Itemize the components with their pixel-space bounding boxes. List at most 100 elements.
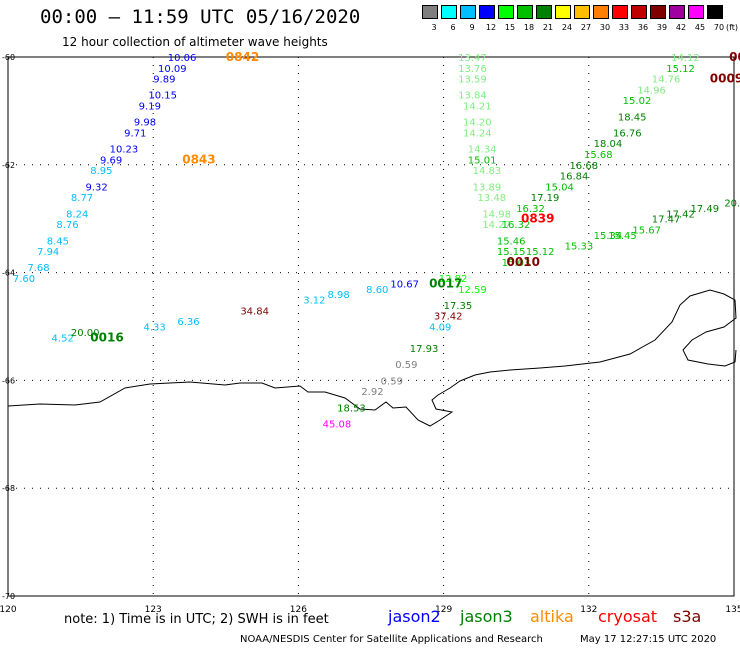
swh-value-label: 13.89 — [473, 182, 502, 193]
legend-s3a: s3a — [673, 607, 702, 626]
swh-value-label: 10.23 — [110, 145, 139, 156]
swh-value-label: 18.04 — [594, 139, 623, 150]
swh-value-label: 37.42 — [434, 312, 463, 323]
swh-value-label: 14.76 — [652, 75, 681, 86]
scale-swatch — [498, 5, 514, 19]
swh-value-label: 9.32 — [85, 182, 107, 193]
swh-value-label: 16.32 — [502, 220, 531, 231]
scale-label: 30 — [599, 23, 611, 32]
swh-value-label: 14.83 — [473, 166, 502, 177]
swh-value-label: 17.49 — [690, 204, 719, 215]
swh-value-label: 9.89 — [153, 75, 175, 86]
swh-value-label: 34.84 — [240, 306, 269, 317]
swh-value-label: 14.96 — [637, 85, 666, 96]
scale-swatch — [479, 5, 495, 19]
scale-swatch — [555, 5, 571, 19]
swh-value-label: 10.06 — [168, 53, 197, 64]
scale-swatch — [631, 5, 647, 19]
swh-value-label: 14.24 — [463, 128, 492, 139]
swh-value-label: 16.76 — [613, 128, 642, 139]
scale-label: 9 — [469, 23, 475, 32]
swh-value-label: 15.33 — [565, 242, 594, 253]
lon-tick-label: 120 — [0, 605, 17, 615]
legend-cryosat: cryosat — [598, 607, 658, 626]
scale-label: 39 — [656, 23, 668, 32]
swh-value-label: 17.35 — [444, 301, 473, 312]
pass-id-label: 0016 — [90, 330, 123, 344]
scale-swatch — [574, 5, 590, 19]
pass-id-label: 0008 — [729, 50, 740, 64]
swh-value-label: 15.12 — [666, 64, 695, 75]
scale-unit: (ft) — [725, 23, 739, 32]
swh-value-label: 9.69 — [100, 155, 122, 166]
swh-value-label: 15.15 — [497, 247, 526, 258]
pass-id-label: 0010 — [507, 255, 540, 269]
swh-value-label: 10.15 — [148, 91, 177, 102]
swh-value-label: 8.77 — [71, 193, 93, 204]
swh-value-label: 10.09 — [158, 64, 187, 75]
swh-value-label: 18.45 — [618, 112, 647, 123]
footer-credit: NOAA/NESDIS Center for Satellite Applica… — [240, 634, 543, 645]
lat-tick-label: -70 — [2, 592, 15, 601]
swh-value-label: 9.71 — [124, 128, 146, 139]
map-frame — [7, 56, 735, 597]
swh-value-label: 13.59 — [458, 75, 487, 86]
swh-value-label: 7.60 — [13, 274, 35, 285]
swh-value-label: 18.53 — [337, 403, 366, 414]
scale-swatch — [517, 5, 533, 19]
scale-label: 42 — [675, 23, 687, 32]
swh-value-label: 8.24 — [66, 209, 88, 220]
swh-value-label: 8.76 — [56, 220, 78, 231]
scale-swatch — [593, 5, 609, 19]
swh-value-label: 15.34 — [594, 231, 623, 242]
swh-value-label: 20.00 — [71, 328, 100, 339]
lon-tick-label: 123 — [145, 605, 162, 615]
scale-label: 3 — [431, 23, 437, 32]
footer-note: note: 1) Time is in UTC; 2) SWH is in fe… — [64, 612, 329, 627]
swh-value-label: 7.94 — [37, 247, 59, 258]
pass-id-label: 0017 — [429, 276, 462, 290]
swh-value-label: 17.47 — [652, 215, 681, 226]
swh-value-label: 17.42 — [666, 209, 695, 220]
swh-value-label: 12.59 — [458, 285, 487, 296]
swh-value-label: 8.95 — [90, 166, 112, 177]
scale-label: 33 — [618, 23, 630, 32]
pass-id-label: 0842 — [226, 50, 259, 64]
scale-swatch — [688, 5, 704, 19]
scale-label: 36 — [637, 23, 649, 32]
lat-tick-label: -64 — [2, 269, 15, 278]
scale-label: 27 — [580, 23, 592, 32]
swh-value-label: 10.67 — [390, 279, 419, 290]
lon-tick-label: 135 — [725, 605, 740, 615]
swh-value-label: 6.36 — [177, 317, 199, 328]
map-title: 00:00 – 11:59 UTC 05/16/2020 — [40, 6, 361, 28]
swh-value-label: 14.98 — [482, 209, 511, 220]
swh-value-label: 17.19 — [531, 193, 560, 204]
scale-label: 6 — [450, 23, 456, 32]
swh-value-label: 15.03 — [502, 258, 531, 269]
footer-timestamp: May 17 12:27:15 UTC 2020 — [580, 634, 717, 645]
swh-value-label: 15.67 — [632, 225, 661, 236]
swh-value-label: 16.68 — [569, 161, 598, 172]
lon-tick-label: 132 — [580, 605, 597, 615]
swh-value-label: 16.32 — [516, 204, 545, 215]
swh-value-label: 4.09 — [429, 323, 451, 334]
swh-value-label: 4.52 — [52, 333, 74, 344]
scale-swatch — [441, 5, 457, 19]
lat-tick-label: -60 — [2, 53, 15, 62]
scale-label: 18 — [523, 23, 535, 32]
coastline — [7, 289, 737, 427]
scale-swatch — [650, 5, 666, 19]
swh-value-label: 3.12 — [303, 296, 325, 307]
pass-id-label: 0009 — [710, 72, 740, 86]
swh-value-label: 8.45 — [47, 236, 69, 247]
lon-tick-label: 129 — [435, 605, 452, 615]
swh-value-label: 4.33 — [144, 323, 166, 334]
swh-value-label: 7.68 — [27, 263, 49, 274]
legend-altika: altika — [530, 607, 574, 626]
swh-value-label: 13.84 — [458, 91, 487, 102]
swh-value-label: 2.92 — [361, 387, 383, 398]
scale-label: 12 — [485, 23, 497, 32]
scale-label: 45 — [694, 23, 706, 32]
